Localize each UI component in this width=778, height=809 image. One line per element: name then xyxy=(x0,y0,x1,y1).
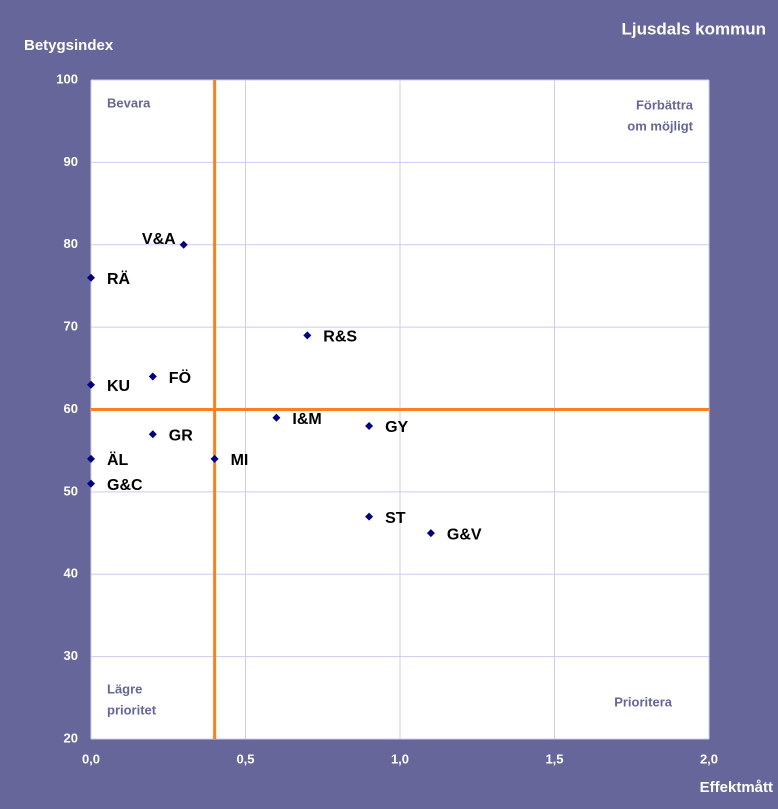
point xyxy=(303,331,312,340)
point-label: R&S xyxy=(323,329,357,346)
x-axis-label: Effektmått xyxy=(700,779,773,796)
point xyxy=(87,479,95,488)
point-label: KU xyxy=(107,378,130,395)
point-label: GR xyxy=(169,427,193,444)
point xyxy=(179,240,188,249)
y-tick-label: 20 xyxy=(64,730,78,745)
point-label: MI xyxy=(231,452,249,469)
point-label: V&A xyxy=(142,231,176,248)
quadrant-label: om möjligt xyxy=(627,118,693,133)
point-label: ÄL xyxy=(107,451,129,469)
y-tick-label: 80 xyxy=(64,236,78,251)
point-label: ST xyxy=(385,510,406,527)
point-label: GY xyxy=(385,419,408,436)
quadrant-label: Prioritera xyxy=(614,694,673,709)
y-tick-label: 90 xyxy=(64,154,78,169)
point-label: G&C xyxy=(107,477,143,494)
quadrant-label: Förbättra xyxy=(636,97,694,112)
point xyxy=(426,529,435,538)
y-tick-label: 60 xyxy=(64,401,78,416)
point xyxy=(148,430,157,439)
quadrant-label: Bevara xyxy=(107,95,151,110)
chart-title: Ljusdals kommun xyxy=(621,19,766,38)
x-tick-label: 1,5 xyxy=(545,751,563,766)
point xyxy=(87,380,95,389)
point-label: RÄ xyxy=(107,270,131,288)
y-axis-label: Betygsindex xyxy=(24,37,114,54)
point-label: FÖ xyxy=(169,368,191,387)
point xyxy=(365,512,374,521)
x-tick-label: 1,0 xyxy=(391,751,409,766)
point xyxy=(272,413,281,422)
point xyxy=(87,454,95,463)
quadrant-label: prioritet xyxy=(107,702,157,717)
point xyxy=(87,273,95,282)
x-tick-label: 0,5 xyxy=(236,751,254,766)
y-tick-label: 40 xyxy=(64,566,78,581)
point xyxy=(148,372,157,381)
quadrant-label: Lägre xyxy=(107,681,142,696)
point xyxy=(365,421,374,430)
y-tick-label: 100 xyxy=(56,71,78,86)
point-label: I&M xyxy=(292,411,321,428)
point xyxy=(210,454,219,463)
point-label: G&V xyxy=(447,526,482,543)
x-tick-label: 0,0 xyxy=(82,751,100,766)
x-tick-label: 2,0 xyxy=(700,751,718,766)
y-tick-label: 70 xyxy=(64,319,78,334)
y-tick-label: 50 xyxy=(64,483,78,498)
y-tick-label: 30 xyxy=(64,648,78,663)
